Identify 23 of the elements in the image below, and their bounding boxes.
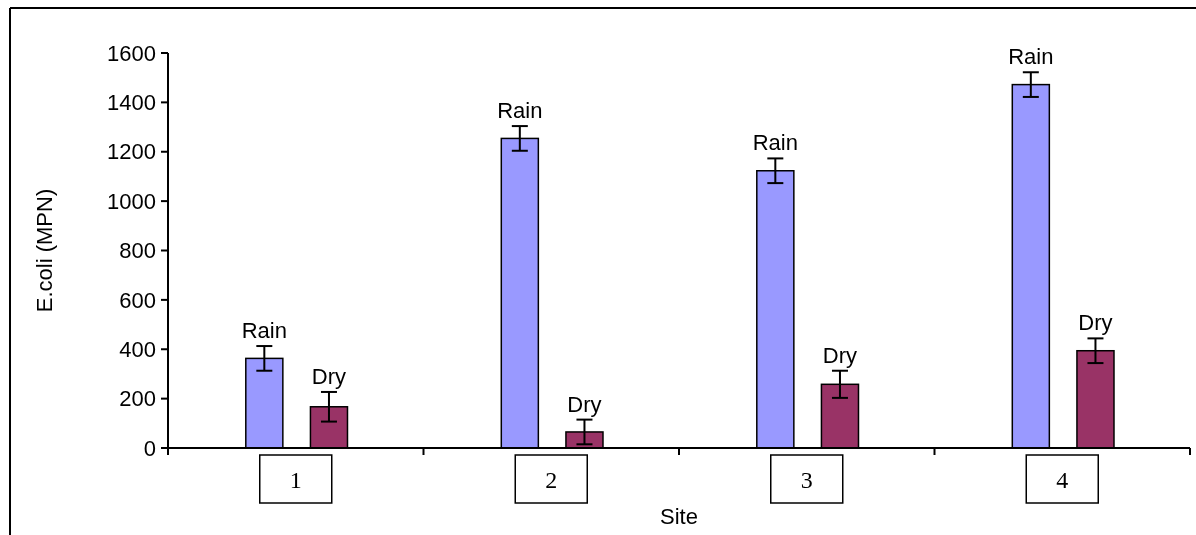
text: Rain — [1008, 44, 1054, 70]
x-tick-label: 1 — [289, 467, 302, 493]
text: Rain — [752, 130, 798, 156]
y-tick-label: 600 — [119, 287, 156, 313]
series-label: Rain — [241, 318, 287, 344]
x-tick-label: 4 — [1056, 467, 1069, 493]
x-tick-label: 3 — [800, 467, 813, 493]
x-tick-label: 2 — [545, 467, 558, 493]
y-tick-label: 1000 — [107, 188, 156, 214]
y-tick-label: 400 — [119, 336, 156, 362]
y-tick-label: 800 — [119, 238, 156, 264]
y-tick-label: 1600 — [107, 40, 156, 66]
y-tick-label: 1200 — [107, 139, 156, 165]
text: Dry — [311, 363, 347, 389]
text: Dry — [1078, 310, 1113, 336]
text: Rain — [497, 98, 543, 124]
y-axis-title: E.coli (MPN) — [32, 188, 57, 313]
y-tick-label: 1400 — [107, 90, 156, 116]
series-label: Dry — [567, 391, 602, 417]
text: Dry — [822, 342, 858, 368]
y-tick-label: 200 — [119, 386, 156, 412]
x-axis-title: Site — [660, 504, 698, 529]
y-tick-label: 0 — [143, 435, 156, 461]
